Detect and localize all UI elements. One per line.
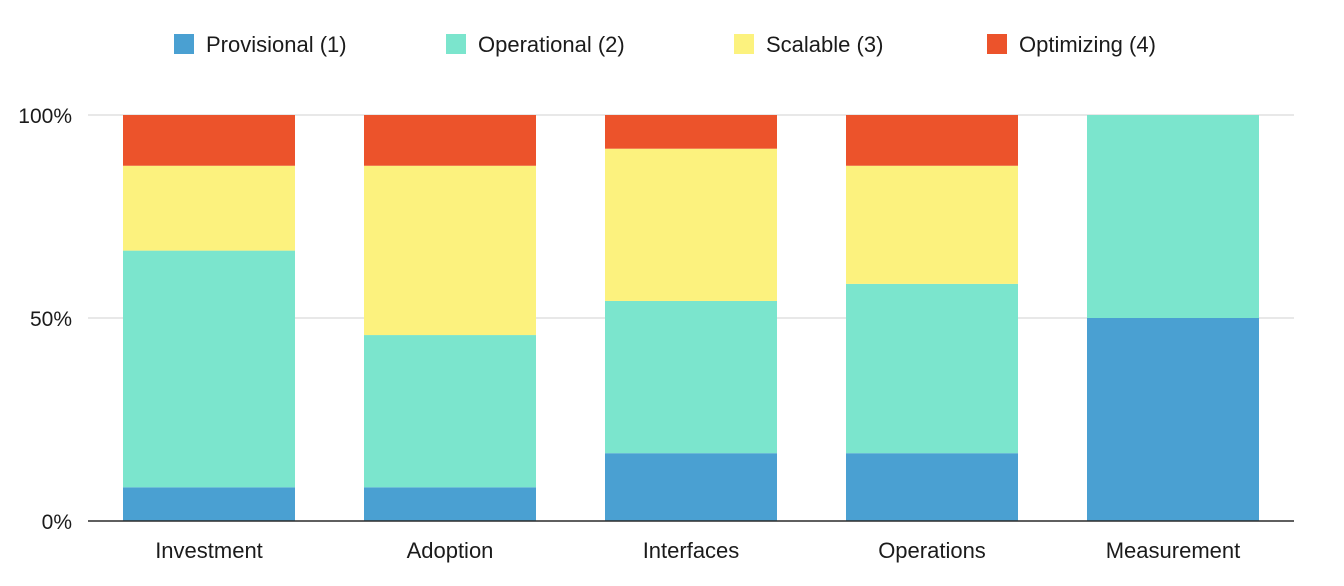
bar-segment-provisional-1	[364, 487, 536, 521]
bar-segment-optimizing-4	[846, 115, 1018, 166]
legend-label: Operational (2)	[478, 32, 625, 57]
bar-segment-optimizing-4	[364, 115, 536, 166]
y-axis-ticks: 0% 50% 100%	[18, 105, 72, 534]
bar-segment-operational-2	[605, 300, 777, 454]
x-axis-labels: Investment Adoption Interfaces Operations Me…	[155, 538, 1240, 563]
bar-group-investment	[123, 115, 295, 521]
y-tick-label: 50%	[30, 308, 72, 331]
legend-label: Provisional (1)	[206, 32, 347, 57]
x-tick-label: Adoption	[407, 538, 494, 563]
legend-item-scalable-3: Scalable (3)	[734, 32, 883, 57]
bar-segment-provisional-1	[123, 487, 295, 521]
bar-segment-provisional-1	[1087, 318, 1259, 521]
bar-group-operations	[846, 115, 1018, 521]
bar-segment-operational-2	[1087, 115, 1259, 318]
bar-segment-scalable-3	[605, 148, 777, 301]
legend-swatch	[174, 34, 194, 54]
legend-label: Scalable (3)	[766, 32, 883, 57]
bar-segment-provisional-1	[605, 453, 777, 521]
legend-swatch	[987, 34, 1007, 54]
x-tick-label: Interfaces	[643, 538, 740, 563]
bar-segment-provisional-1	[846, 453, 1018, 521]
legend-swatch	[734, 34, 754, 54]
bar-segment-scalable-3	[123, 165, 295, 251]
y-tick-label: 0%	[42, 511, 72, 534]
legend-swatch	[446, 34, 466, 54]
legend-label: Optimizing (4)	[1019, 32, 1156, 57]
bars	[123, 115, 1259, 521]
bar-segment-operational-2	[123, 250, 295, 488]
x-tick-label: Investment	[155, 538, 263, 563]
bar-group-measurement	[1087, 115, 1259, 521]
x-tick-label: Operations	[878, 538, 986, 563]
bar-segment-optimizing-4	[123, 115, 295, 166]
chart-legend: Provisional (1) Operational (2) Scalable (…	[174, 32, 1156, 57]
bar-segment-scalable-3	[364, 165, 536, 336]
bar-segment-scalable-3	[846, 165, 1018, 284]
bar-segment-operational-2	[364, 335, 536, 488]
legend-item-optimizing-4: Optimizing (4)	[987, 32, 1156, 57]
legend-item-provisional-1: Provisional (1)	[174, 32, 347, 57]
legend-item-operational-2: Operational (2)	[446, 32, 625, 57]
bar-segment-optimizing-4	[605, 115, 777, 149]
x-tick-label: Measurement	[1106, 538, 1241, 563]
y-tick-label: 100%	[18, 105, 72, 128]
bar-segment-operational-2	[846, 283, 1018, 454]
bar-group-interfaces	[605, 115, 777, 521]
bar-group-adoption	[364, 115, 536, 521]
